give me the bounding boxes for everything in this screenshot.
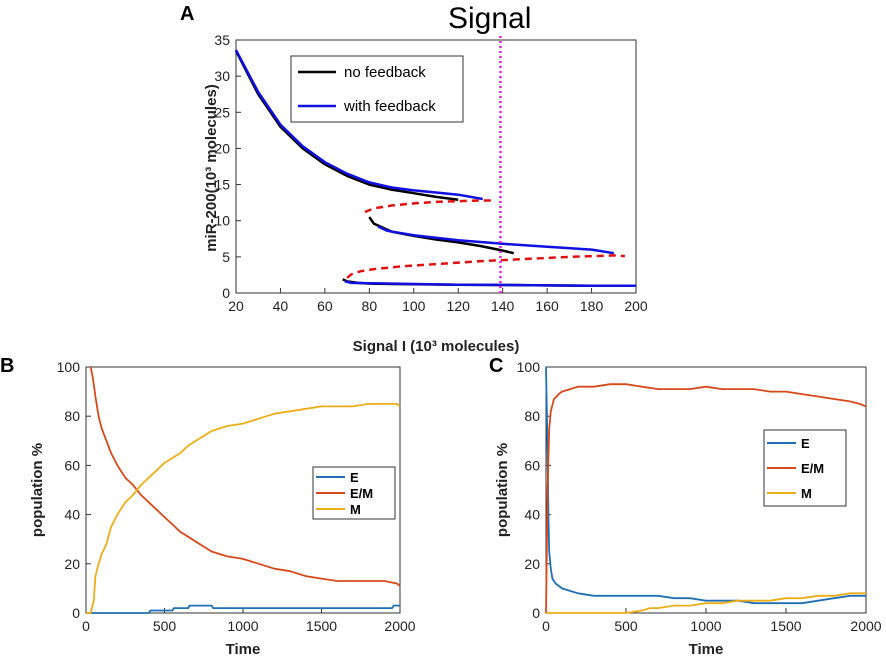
chart-c-ytick-label: 80 bbox=[524, 408, 540, 424]
chart-b-ytick-label: 20 bbox=[64, 556, 80, 572]
chart-a-ytick-label: 10 bbox=[214, 213, 230, 229]
chart-a-ytick-label: 15 bbox=[214, 177, 230, 193]
chart-c-ticks: 0 500 1000 1500 2000 0 20 40 60 80 100 bbox=[517, 359, 882, 634]
chart-c-series bbox=[545, 366, 867, 614]
chart-b-xtick-label: 1500 bbox=[306, 618, 337, 634]
chart-b-ytick-label: 80 bbox=[64, 408, 80, 424]
chart-c-ytick-label: 40 bbox=[524, 507, 540, 523]
chart-a-xtick-label: 140 bbox=[491, 298, 515, 314]
chart-a-series bbox=[234, 36, 636, 293]
chart-b-series bbox=[86, 366, 401, 614]
chart-c-ytick-label: 60 bbox=[524, 457, 540, 473]
chart-c-ytick-label: 20 bbox=[524, 556, 540, 572]
panel-label-c: C bbox=[489, 355, 503, 377]
chart-b-xtick-label: 500 bbox=[153, 618, 177, 634]
chart-b-xtick-label: 1000 bbox=[227, 618, 258, 634]
chart-a-xtick-label: 60 bbox=[317, 298, 333, 314]
chart-b-legend: E E/M M bbox=[312, 466, 396, 520]
chart-b-ytick-label: 40 bbox=[64, 507, 80, 523]
chart-a-xtick-label: 200 bbox=[624, 298, 648, 314]
chart-b-ylabel: population % bbox=[29, 443, 46, 537]
chart-a-legend-box bbox=[290, 55, 464, 123]
chart-a-ytick-label: 35 bbox=[214, 32, 230, 48]
chart-b-series-e-m bbox=[89, 366, 401, 587]
panel-label-a: A bbox=[180, 3, 194, 25]
chart-a-xtick-label: 40 bbox=[273, 298, 289, 314]
chart-a-xtick-label: 80 bbox=[362, 298, 378, 314]
chart-a-series-with-feedback-middle bbox=[377, 225, 615, 255]
panel-a: A Signal 20 40 60 80 100 120 140 160 180 200 0 5 10 1… bbox=[180, 2, 648, 355]
chart-c-ytick-label: 0 bbox=[532, 605, 540, 621]
legend-label-b-m: M bbox=[350, 502, 361, 517]
legend-label-b-em: E/M bbox=[350, 486, 373, 501]
chart-a-ylabel: miR-200(10³ molecules) bbox=[203, 84, 220, 252]
chart-a-ytick-label: 5 bbox=[222, 249, 230, 265]
chart-b-xlabel: Time bbox=[226, 641, 261, 658]
chart-a-series-unstable-upper bbox=[364, 199, 492, 214]
chart-b-series-m bbox=[86, 402, 401, 614]
chart-a-xtick-label: 160 bbox=[535, 298, 559, 314]
chart-c-xtick-label: 2000 bbox=[850, 618, 881, 634]
chart-b-xtick-label: 0 bbox=[82, 618, 90, 634]
chart-b-ytick-label: 100 bbox=[57, 359, 81, 375]
chart-a-ytick-label: 20 bbox=[214, 140, 230, 156]
chart-a-legend: no feedback with feedback bbox=[290, 55, 464, 123]
chart-a-ytick-label: 30 bbox=[214, 68, 230, 84]
chart-c-ytick-label: 100 bbox=[517, 359, 541, 375]
chart-c-series-m bbox=[546, 592, 866, 614]
chart-b-ticks: 0 500 1000 1500 2000 0 20 40 60 80 100 bbox=[57, 359, 416, 634]
chart-a-xtick-label: 120 bbox=[447, 298, 471, 314]
panel-b: B 0 500 1000 1500 2000 0 20 40 60 80 100 E E/M M T… bbox=[0, 355, 416, 658]
chart-c-xlabel: Time bbox=[689, 641, 724, 658]
chart-b-ytick-label: 0 bbox=[72, 605, 80, 621]
panel-label-b: B bbox=[0, 355, 14, 377]
chart-b-xtick-label: 2000 bbox=[384, 618, 415, 634]
chart-a-ytick-label: 25 bbox=[214, 104, 230, 120]
legend-label-c-e: E bbox=[801, 436, 810, 451]
chart-a-series-with-feedback-lower bbox=[344, 280, 636, 288]
chart-a-series-with-feedback-upper bbox=[234, 49, 483, 201]
legend-label-c-em: E/M bbox=[801, 461, 824, 476]
chart-a-ytick-label: 0 bbox=[222, 285, 230, 301]
chart-c-xtick-label: 1500 bbox=[770, 618, 801, 634]
chart-a-xtick-label: 180 bbox=[580, 298, 604, 314]
chart-c-series-e bbox=[545, 366, 866, 605]
legend-label-b-e: E bbox=[350, 470, 359, 485]
legend-label-with-feedback: with feedback bbox=[343, 98, 436, 115]
chart-a-title: Signal bbox=[448, 2, 531, 35]
chart-c-series-e-m bbox=[545, 383, 867, 614]
legend-label-no-feedback: no feedback bbox=[344, 64, 426, 81]
chart-c-xtick-label: 500 bbox=[614, 618, 638, 634]
legend-label-c-m: M bbox=[801, 486, 812, 501]
chart-a-ticks: 20 40 60 80 100 120 140 160 180 200 0 5 10 15 20 25 30 35 bbox=[214, 32, 647, 314]
chart-c-xtick-label: 0 bbox=[542, 618, 550, 634]
chart-c-ylabel: population % bbox=[494, 443, 511, 537]
chart-a-xtick-label: 20 bbox=[228, 298, 244, 314]
chart-a-xlabel: Signal I (10³ molecules) bbox=[353, 338, 520, 355]
panel-c: C 0 500 1000 1500 2000 0 20 40 60 80 100 E E/M M T… bbox=[489, 355, 882, 658]
chart-a-xtick-label: 100 bbox=[402, 298, 426, 314]
chart-b-series-e bbox=[86, 604, 400, 614]
chart-b-ytick-label: 60 bbox=[64, 457, 80, 473]
chart-c-xtick-label: 1000 bbox=[690, 618, 721, 634]
chart-c-legend: E E/M M bbox=[763, 429, 847, 507]
